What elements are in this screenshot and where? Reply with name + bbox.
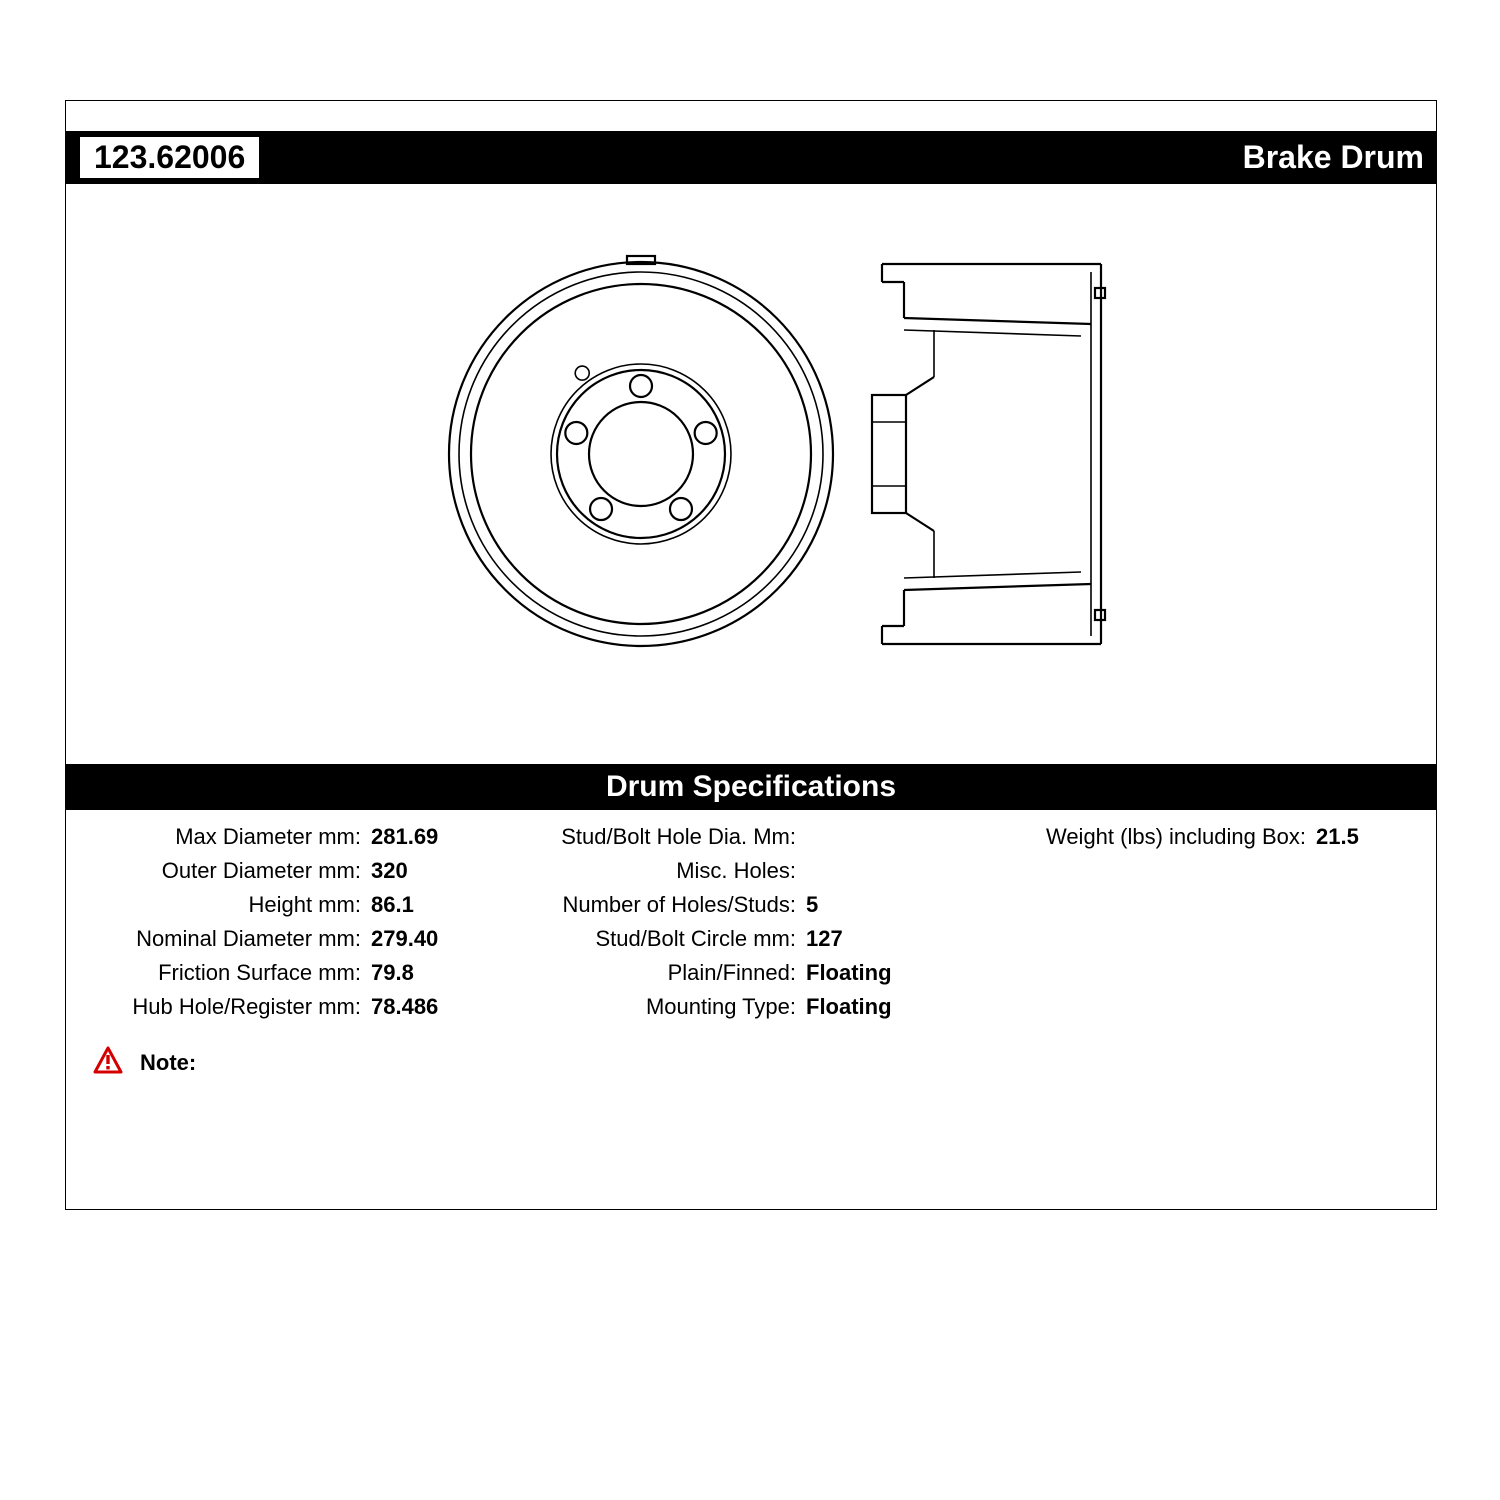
spec-label: Outer Diameter mm:	[86, 854, 361, 888]
spec-label: Number of Holes/Studs:	[506, 888, 796, 922]
spec-row: Max Diameter mm:281.69	[86, 820, 506, 854]
spec-row: Weight (lbs) including Box:21.5	[976, 820, 1416, 854]
spec-value: 281.69	[361, 820, 438, 854]
spec-label: Mounting Type:	[506, 990, 796, 1024]
spec-row: Height mm:86.1	[86, 888, 506, 922]
spec-sheet-page: 123.62006 Brake Drum Drum Specifications…	[65, 100, 1437, 1210]
note-label: Note:	[140, 1050, 196, 1076]
spec-row: Number of Holes/Studs:5	[506, 888, 976, 922]
spec-row: Hub Hole/Register mm:78.486	[86, 990, 506, 1024]
specs-column-2: Stud/Bolt Hole Dia. Mm:Misc. Holes:Numbe…	[506, 820, 976, 1025]
spec-label: Plain/Finned:	[506, 956, 796, 990]
spec-label: Hub Hole/Register mm:	[86, 990, 361, 1024]
spec-label: Stud/Bolt Circle mm:	[506, 922, 796, 956]
spec-value: 279.40	[361, 922, 438, 956]
spec-value: 78.486	[361, 990, 438, 1024]
part-number: 123.62006	[78, 135, 261, 180]
spec-row: Outer Diameter mm:320	[86, 854, 506, 888]
warning-icon	[94, 1047, 122, 1079]
spec-value: 21.5	[1306, 820, 1359, 854]
spec-label: Height mm:	[86, 888, 361, 922]
spec-value: 127	[796, 922, 843, 956]
spec-row: Mounting Type:Floating	[506, 990, 976, 1024]
spec-label: Stud/Bolt Hole Dia. Mm:	[506, 820, 796, 854]
spec-row: Nominal Diameter mm:279.40	[86, 922, 506, 956]
brake-drum-drawing	[371, 224, 1131, 684]
spec-label: Nominal Diameter mm:	[86, 922, 361, 956]
part-type-label: Brake Drum	[1243, 139, 1424, 176]
spec-value: 79.8	[361, 956, 414, 990]
spec-value: Floating	[796, 956, 892, 990]
spec-label: Max Diameter mm:	[86, 820, 361, 854]
spec-value: Floating	[796, 990, 892, 1024]
header-bar: 123.62006 Brake Drum	[66, 131, 1436, 184]
spec-value	[796, 820, 806, 854]
spec-value: 320	[361, 854, 408, 888]
note-row: Note:	[66, 1045, 1436, 1089]
spec-value: 86.1	[361, 888, 414, 922]
spec-label: Friction Surface mm:	[86, 956, 361, 990]
spec-row: Plain/Finned:Floating	[506, 956, 976, 990]
specs-section-title: Drum Specifications	[66, 764, 1436, 810]
specs-column-3: Weight (lbs) including Box:21.5	[976, 820, 1416, 1025]
specs-table: Max Diameter mm:281.69Outer Diameter mm:…	[66, 810, 1436, 1045]
spec-value: 5	[796, 888, 818, 922]
specs-column-1: Max Diameter mm:281.69Outer Diameter mm:…	[86, 820, 506, 1025]
spec-row: Stud/Bolt Circle mm:127	[506, 922, 976, 956]
spec-value	[796, 854, 806, 888]
spec-row: Stud/Bolt Hole Dia. Mm:	[506, 820, 976, 854]
spec-label: Weight (lbs) including Box:	[976, 820, 1306, 854]
technical-diagram	[66, 184, 1436, 764]
spec-label: Misc. Holes:	[506, 854, 796, 888]
spec-row: Misc. Holes:	[506, 854, 976, 888]
spec-row: Friction Surface mm:79.8	[86, 956, 506, 990]
